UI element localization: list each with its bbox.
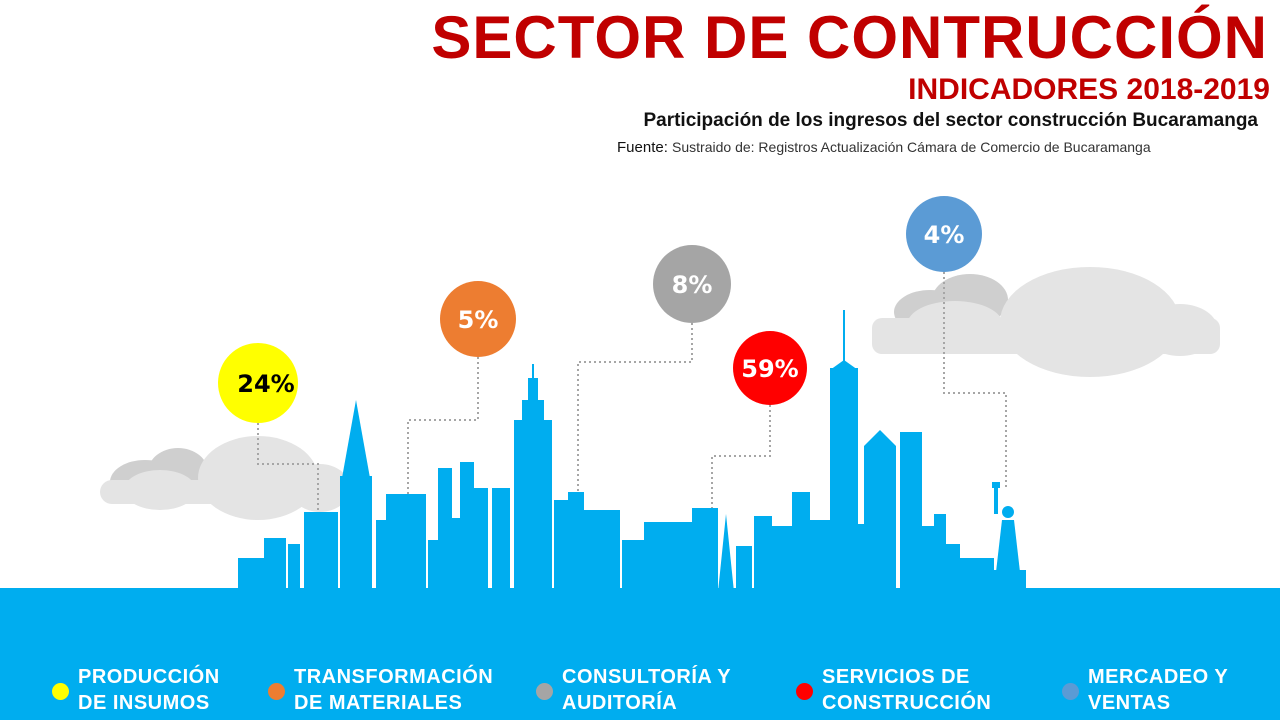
legend-label: CONSULTORÍA Y AUDITORÍA xyxy=(562,664,772,716)
legend-dot xyxy=(1062,683,1079,700)
page-subtitle: INDICADORES 2018-2019 xyxy=(908,73,1270,106)
legend-label: SERVICIOS DE CONSTRUCCIÓN xyxy=(822,664,1032,716)
legend-label-line1: CONSULTORÍA Y xyxy=(562,666,732,688)
legend-label-line2: AUDITORÍA xyxy=(562,692,678,714)
bubble-label-4: 59% xyxy=(741,355,798,383)
legend-label-line2: CONSTRUCCIÓN xyxy=(822,692,992,714)
source-text: Sustraido de: Registros Actualización Cá… xyxy=(672,139,1151,155)
legend-label-line2: VENTAS xyxy=(1088,692,1171,714)
source-note: Fuente: Sustraido de: Registros Actualiz… xyxy=(617,137,1151,158)
bubble-label-2: 5% xyxy=(458,306,499,334)
legend-label-line1: MERCADEO Y xyxy=(1088,666,1229,688)
percentage-bubbles: 24% 5% 8% 59% 4% xyxy=(218,196,982,423)
bubble-1 xyxy=(218,343,298,423)
bubble-4 xyxy=(733,331,807,405)
chart-caption: Participación de los ingresos del sector… xyxy=(643,110,1258,131)
bubble-label-3: 8% xyxy=(672,271,713,299)
legend-dot xyxy=(268,683,285,700)
legend-label-line1: TRANSFORMACIÓN xyxy=(294,666,494,688)
bubble-5 xyxy=(906,196,982,272)
legend-label-line1: SERVICIOS DE xyxy=(822,666,970,688)
legend: PRODUCCIÓN DE INSUMOS TRANSFORMACIÓN DE MAT… xyxy=(0,590,1280,720)
bubble-3 xyxy=(653,245,731,323)
cloud-left xyxy=(100,436,350,520)
legend-label-line1: PRODUCCIÓN xyxy=(78,666,220,688)
legend-label-line2: DE MATERIALES xyxy=(294,692,463,714)
bubble-2 xyxy=(440,281,516,357)
legend-dot xyxy=(536,683,553,700)
legend-dot xyxy=(52,683,69,700)
legend-label: MERCADEO Y VENTAS xyxy=(1088,664,1280,716)
connector-lines xyxy=(257,272,1007,512)
bubble-label-1: 24% xyxy=(237,370,294,398)
source-label: Fuente: xyxy=(617,139,668,156)
legend-dot xyxy=(796,683,813,700)
legend-label: PRODUCCIÓN DE INSUMOS xyxy=(78,664,288,716)
legend-label: TRANSFORMACIÓN DE MATERIALES xyxy=(294,664,504,716)
bubble-label-5: 4% xyxy=(924,221,965,249)
legend-label-line2: DE INSUMOS xyxy=(78,692,210,714)
cloud-right xyxy=(872,267,1220,377)
page-title: SECTOR DE CONTRUCCIÓN xyxy=(431,4,1268,71)
